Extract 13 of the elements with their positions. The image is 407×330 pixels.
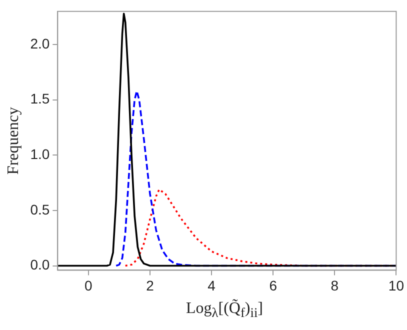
x-axis-title: Log$_{λ}$[(Q̃$_{f}$)$_{ii}$] [185,300,264,322]
x-tick-label: 6 [269,277,278,294]
x-tick-label: 8 [330,277,339,294]
x-tick-label: 2 [146,277,154,294]
x-tick-label: 0 [84,277,93,294]
x-tick-label: 10 [388,277,404,294]
x-tick-label: 4 [208,277,216,294]
y-tick-label: 0.5 [30,201,50,218]
y-tick-label: 0.0 [30,256,50,273]
y-tick-label: 2.0 [30,35,50,52]
y-axis-title: Frequency [4,107,22,175]
y-tick-label: 1.0 [30,146,50,162]
y-tick-label: 1.5 [30,90,50,107]
